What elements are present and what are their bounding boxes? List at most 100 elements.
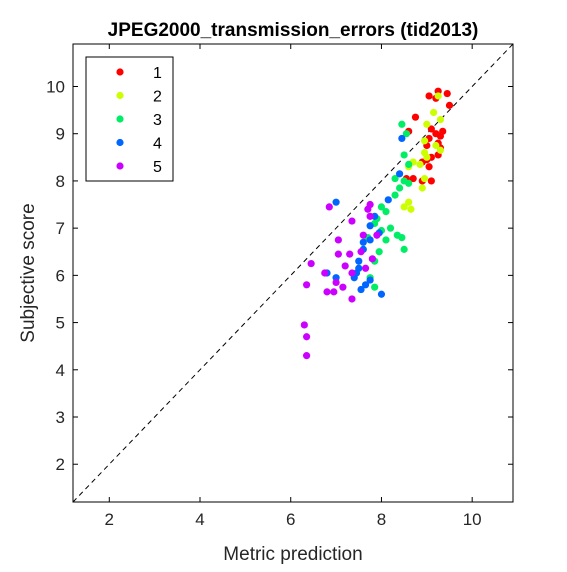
data-point-series-5 <box>325 203 333 211</box>
data-point-series-5 <box>300 321 308 329</box>
data-point-series-3 <box>382 236 390 244</box>
data-point-series-3 <box>395 184 404 192</box>
chart-title: JPEG2000_transmission_errors (tid2013) <box>108 20 479 41</box>
data-point-series-5 <box>307 259 315 268</box>
data-point-series-2 <box>420 137 429 145</box>
data-point-series-4 <box>355 257 363 265</box>
data-point-series-5 <box>346 250 354 258</box>
data-point-series-3 <box>386 224 395 232</box>
data-point-series-4 <box>377 290 386 298</box>
data-point-series-3 <box>405 160 413 169</box>
data-point-series-2 <box>434 92 442 100</box>
data-point-series-3 <box>400 151 408 159</box>
data-point-series-3 <box>377 203 386 211</box>
y-tick-label: 10 <box>46 77 65 96</box>
x-tick-label: 10 <box>463 510 482 529</box>
data-point-series-4 <box>366 222 374 230</box>
x-tick-label: 2 <box>105 510 114 529</box>
data-point-series-2 <box>420 174 429 183</box>
data-point-series-5 <box>359 231 367 239</box>
data-point-series-5 <box>332 278 340 287</box>
data-point-series-5 <box>348 269 356 277</box>
data-point-series-3 <box>382 208 390 216</box>
data-point-series-4 <box>359 238 367 246</box>
data-point-series-2 <box>430 108 438 117</box>
data-point-series-1 <box>409 174 417 183</box>
data-point-series-4 <box>395 170 404 178</box>
data-point-series-3 <box>402 130 411 138</box>
y-tick-label: 2 <box>56 455 65 474</box>
legend-label-5: 5 <box>153 159 162 176</box>
data-point-series-4 <box>357 285 365 294</box>
data-point-series-1 <box>427 125 435 133</box>
x-tick-label: 4 <box>195 510 204 529</box>
data-point-series-3 <box>400 245 408 253</box>
data-point-series-2 <box>436 146 445 154</box>
data-point-series-3 <box>391 191 399 199</box>
legend-box <box>85 56 174 182</box>
y-tick-label: 7 <box>56 219 65 238</box>
data-point-series-4 <box>332 198 340 206</box>
data-point-series-5 <box>330 288 338 296</box>
data-point-series-5 <box>361 264 370 272</box>
data-point-series-5 <box>303 352 311 360</box>
y-axis-label: Subjective score <box>18 203 39 342</box>
data-point-series-2 <box>416 160 424 169</box>
data-point-series-1 <box>425 163 433 171</box>
data-point-series-2 <box>407 205 415 213</box>
y-tick-label: 6 <box>56 266 65 285</box>
data-point-series-5 <box>303 333 311 341</box>
data-point-series-5 <box>341 262 349 270</box>
data-point-series-5 <box>334 250 342 258</box>
data-point-series-1 <box>445 101 454 109</box>
data-point-series-5 <box>373 231 381 239</box>
data-point-series-3 <box>405 179 413 187</box>
data-point-series-1 <box>443 89 451 98</box>
legend-label-3: 3 <box>153 112 162 129</box>
x-axis-label: Metric prediction <box>223 544 362 565</box>
legend-marker-2 <box>116 91 124 100</box>
y-tick-label: 5 <box>56 314 65 333</box>
reference-line <box>72 43 514 503</box>
data-point-series-3 <box>398 233 406 242</box>
data-point-series-4 <box>398 134 406 143</box>
data-point-series-2 <box>423 120 431 128</box>
data-point-series-5 <box>323 288 331 296</box>
y-tick-label: 8 <box>56 172 65 191</box>
data-point-series-5 <box>321 269 329 277</box>
data-point-series-4 <box>361 281 370 289</box>
y-tick-label: 4 <box>56 361 65 380</box>
data-point-series-3 <box>375 248 383 256</box>
x-tick-label: 6 <box>286 510 295 529</box>
y-tick-label: 3 <box>56 408 65 427</box>
legend-marker-5 <box>116 162 124 170</box>
legend: 1 2 3 4 5 <box>85 56 174 182</box>
data-point-series-3 <box>391 174 399 183</box>
y-tick-label: 9 <box>56 125 65 144</box>
data-point-series-5 <box>334 236 342 244</box>
data-point-series-2 <box>405 198 413 206</box>
data-point-series-1 <box>411 113 420 121</box>
data-point-series-5 <box>303 281 311 289</box>
data-point-series-3 <box>371 283 379 291</box>
data-point-series-4 <box>384 196 392 204</box>
data-point-series-2 <box>423 153 431 161</box>
legend-marker-4 <box>116 138 124 147</box>
data-point-series-4 <box>366 236 374 244</box>
legend-label-4: 4 <box>153 136 162 153</box>
legend-marker-1 <box>116 68 124 76</box>
data-point-series-2 <box>432 141 440 150</box>
data-point-series-2 <box>436 115 445 124</box>
data-point-series-1 <box>425 92 433 100</box>
legend-marker-3 <box>116 115 124 123</box>
data-point-series-5 <box>339 283 347 291</box>
data-point-series-5 <box>366 212 374 220</box>
data-point-series-5 <box>364 205 372 213</box>
data-point-series-4 <box>366 276 374 284</box>
legend-label-2: 2 <box>153 89 162 106</box>
data-point-series-5 <box>348 217 356 225</box>
data-point-series-5 <box>368 255 376 263</box>
data-point-series-2 <box>400 203 408 211</box>
